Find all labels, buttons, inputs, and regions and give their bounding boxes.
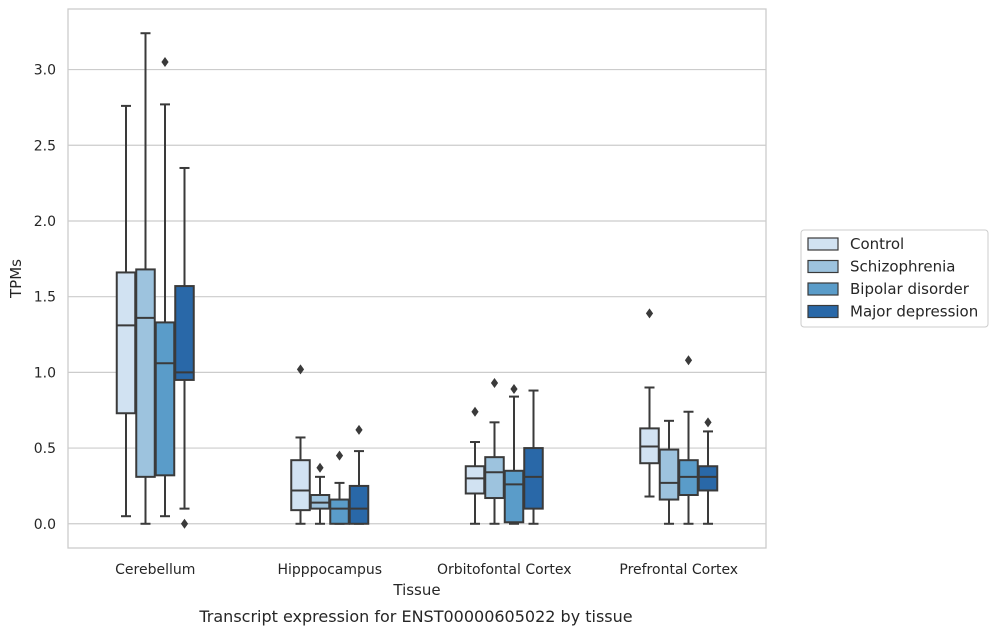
box-cerebellum-schizophrenia — [135, 32, 156, 525]
plot-frame — [67, 8, 767, 549]
legend-label-bipolar-disorder: Bipolar disorder — [850, 280, 970, 298]
outlier-point — [296, 364, 305, 375]
outlier-point — [316, 462, 324, 473]
legend-frame — [800, 229, 989, 328]
box-iqr — [484, 456, 505, 500]
box-iqr — [658, 448, 680, 501]
outlier-point — [645, 308, 654, 319]
outlier-point — [510, 384, 518, 395]
box-iqr — [154, 321, 176, 477]
y-axis-label: TPMs — [7, 259, 25, 299]
y-tick-label: 3.0 — [34, 63, 56, 79]
box-iqr — [464, 465, 486, 495]
x-axis-ticks: Cerebellum Hipppocampus Orbitofontal Corte… — [115, 562, 738, 578]
legend-swatch-control — [807, 237, 839, 251]
box-iqr — [523, 447, 544, 510]
outlier-point — [471, 406, 479, 417]
box-prefrontal-cortex-bipolar-disorder — [678, 355, 699, 525]
box-iqr — [329, 498, 350, 525]
box-hipppocampus-bipolar-disorder — [329, 450, 350, 525]
box-iqr — [348, 484, 370, 525]
legend-label-control: Control — [850, 235, 904, 253]
x-axis-label: Tissue — [392, 581, 440, 599]
box-plot-area — [115, 32, 719, 529]
box-cerebellum-control — [115, 104, 137, 518]
figure-caption: Transcript expression for ENST0000060502… — [198, 607, 632, 626]
box-prefrontal-cortex-major-depression — [697, 417, 719, 525]
y-tick-label: 2.5 — [34, 138, 56, 154]
box-hipppocampus-schizophrenia — [309, 462, 331, 525]
box-iqr — [697, 465, 719, 492]
outlier-point — [161, 56, 169, 67]
box-cerebellum-major-depression — [174, 166, 195, 529]
box-iqr — [135, 268, 156, 478]
x-tick-label: Prefrontal Cortex — [619, 562, 738, 578]
box-iqr — [503, 469, 525, 524]
box-hipppocampus-control — [290, 364, 311, 525]
outlier-point — [704, 417, 712, 428]
legend-swatch-bipolar-disorder — [807, 282, 839, 296]
y-axis-ticks: 0.0 0.5 1.0 1.5 2.0 2.5 3.0 — [34, 63, 56, 533]
box-orbitofontal-cortex-control — [464, 406, 486, 525]
x-tick-label: Hipppocampus — [277, 562, 382, 578]
legend-swatch-major-depression — [807, 304, 839, 319]
legend-label-major-depression: Major depression — [850, 303, 978, 321]
box-orbitofontal-cortex-bipolar-disorder — [503, 384, 525, 525]
outlier-point — [335, 450, 344, 461]
box-cerebellum-bipolar-disorder — [154, 56, 176, 518]
x-tick-label: Orbitofontal Cortex — [437, 562, 572, 578]
y-tick-label: 1.5 — [34, 290, 56, 306]
outlier-point — [684, 355, 693, 366]
y-tick-label: 0.0 — [34, 517, 56, 533]
outlier-point — [490, 377, 499, 388]
legend-swatch-schizophrenia — [807, 259, 839, 274]
box-orbitofontal-cortex-schizophrenia — [484, 377, 505, 525]
box-iqr — [290, 459, 311, 512]
y-tick-label: 0.5 — [34, 441, 56, 457]
legend-label-schizophrenia: Schizophrenia — [850, 258, 955, 276]
y-tick-label: 2.0 — [34, 214, 56, 230]
box-iqr — [115, 271, 137, 415]
box-prefrontal-cortex-control — [639, 308, 660, 498]
box-orbitofontal-cortex-major-depression — [523, 389, 544, 525]
box-hipppocampus-major-depression — [348, 424, 370, 525]
y-tick-label: 1.0 — [34, 365, 56, 381]
box-prefrontal-cortex-schizophrenia — [658, 419, 680, 525]
outlier-point — [180, 518, 189, 529]
legend: Control Schizophrenia Bipolar disorder Majo… — [800, 229, 989, 328]
outlier-point — [355, 424, 363, 435]
x-tick-label: Cerebellum — [115, 562, 195, 578]
box-iqr — [174, 285, 195, 381]
